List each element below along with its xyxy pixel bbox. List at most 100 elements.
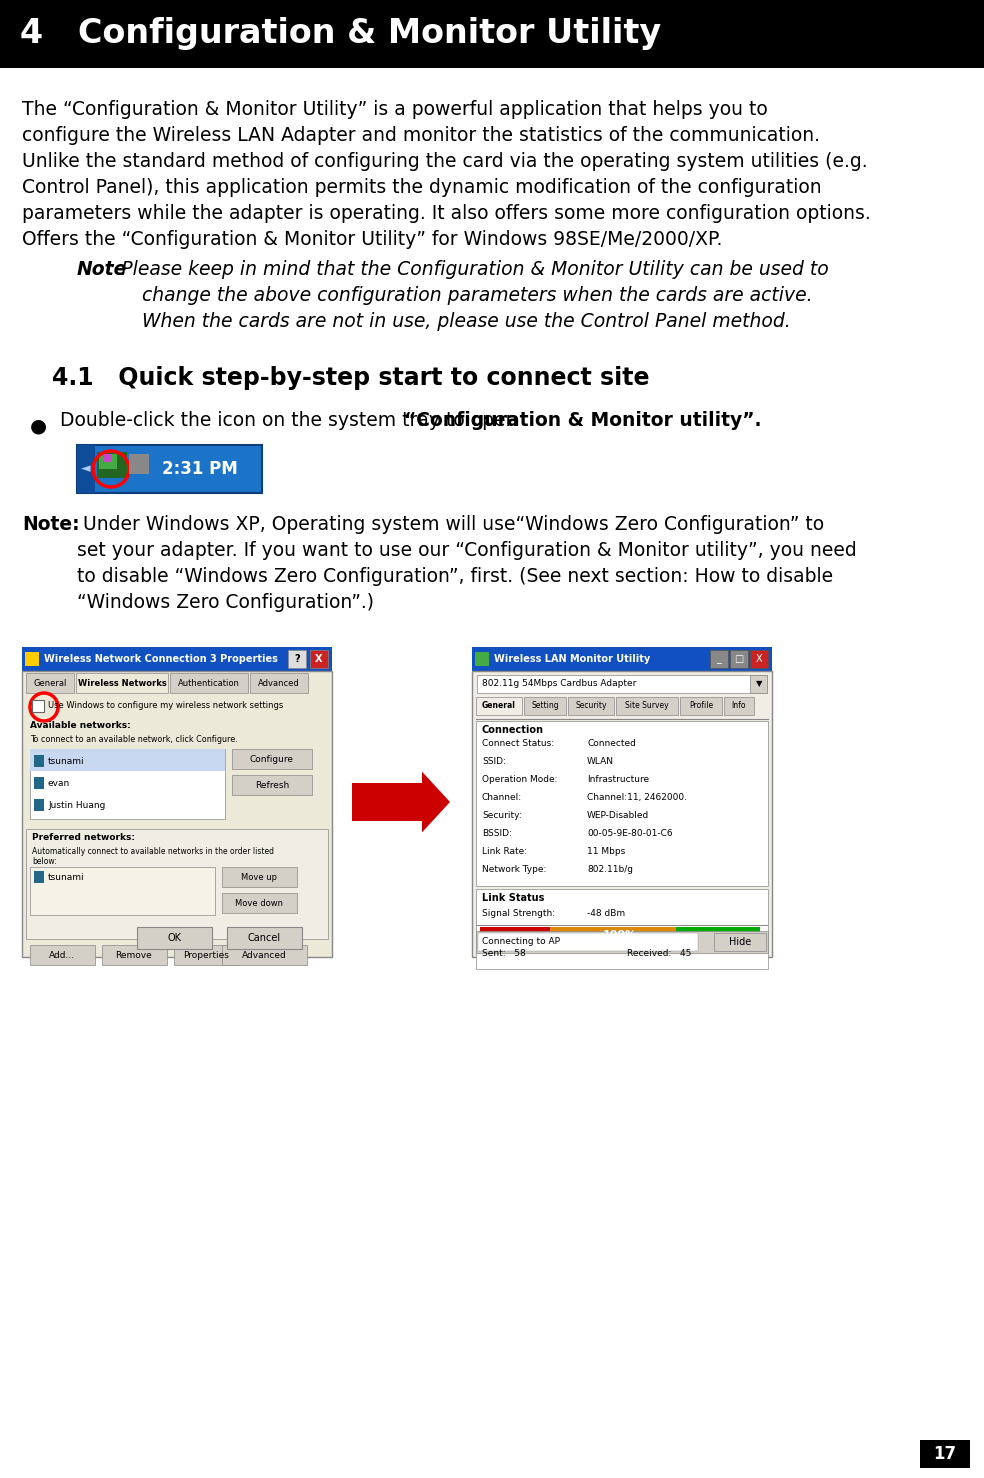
Text: Note:: Note: bbox=[22, 514, 80, 534]
FancyBboxPatch shape bbox=[480, 927, 550, 943]
Text: WEP-Disabled: WEP-Disabled bbox=[587, 811, 649, 820]
Text: Infrastructure: Infrastructure bbox=[587, 774, 649, 783]
FancyBboxPatch shape bbox=[676, 927, 760, 943]
FancyBboxPatch shape bbox=[232, 774, 312, 795]
FancyBboxPatch shape bbox=[34, 871, 44, 882]
FancyBboxPatch shape bbox=[32, 701, 44, 712]
Text: Connection: Connection bbox=[482, 726, 544, 735]
Text: Site Survey: Site Survey bbox=[625, 702, 669, 711]
FancyBboxPatch shape bbox=[30, 944, 95, 965]
Text: “Configuration & Monitor utility”.: “Configuration & Monitor utility”. bbox=[404, 411, 762, 430]
Text: Unlike the standard method of configuring the card via the operating system util: Unlike the standard method of configurin… bbox=[22, 152, 868, 171]
FancyBboxPatch shape bbox=[222, 944, 307, 965]
FancyBboxPatch shape bbox=[99, 454, 117, 469]
FancyBboxPatch shape bbox=[616, 698, 678, 715]
Text: Profile: Profile bbox=[689, 702, 713, 711]
FancyBboxPatch shape bbox=[750, 675, 767, 693]
Text: Connecting to AP: Connecting to AP bbox=[482, 937, 560, 946]
Text: Advanced: Advanced bbox=[242, 950, 286, 959]
FancyBboxPatch shape bbox=[76, 672, 168, 693]
Text: Move up: Move up bbox=[241, 872, 277, 881]
FancyBboxPatch shape bbox=[714, 933, 766, 950]
Text: Advanced: Advanced bbox=[258, 678, 300, 687]
Text: “Windows Zero Configuration”.): “Windows Zero Configuration”.) bbox=[77, 593, 374, 612]
Text: Hide: Hide bbox=[729, 937, 751, 947]
Text: ▼: ▼ bbox=[756, 680, 763, 689]
Text: 802.11g 54Mbps Cardbus Adapter: 802.11g 54Mbps Cardbus Adapter bbox=[482, 680, 637, 689]
Text: Preferred networks:: Preferred networks: bbox=[32, 834, 135, 842]
Text: 17: 17 bbox=[934, 1445, 956, 1463]
FancyBboxPatch shape bbox=[232, 749, 312, 769]
Text: -48 dBm: -48 dBm bbox=[587, 909, 625, 918]
Text: Properties: Properties bbox=[183, 950, 229, 959]
FancyBboxPatch shape bbox=[475, 652, 489, 667]
FancyBboxPatch shape bbox=[30, 749, 225, 819]
Text: X: X bbox=[756, 653, 763, 664]
FancyBboxPatch shape bbox=[222, 893, 297, 913]
Text: tsunami: tsunami bbox=[48, 757, 85, 766]
Text: set your adapter. If you want to use our “Configuration & Monitor utility”, you : set your adapter. If you want to use our… bbox=[77, 541, 857, 560]
Text: 00-05-9E-80-01-C6: 00-05-9E-80-01-C6 bbox=[587, 829, 673, 838]
Text: parameters while the adapter is operating. It also offers some more configuratio: parameters while the adapter is operatin… bbox=[22, 204, 871, 223]
FancyBboxPatch shape bbox=[34, 777, 44, 789]
Text: Connect Status:: Connect Status: bbox=[482, 739, 554, 748]
FancyBboxPatch shape bbox=[472, 647, 772, 671]
Text: Note: Note bbox=[77, 260, 127, 279]
Text: ●: ● bbox=[30, 415, 47, 435]
FancyBboxPatch shape bbox=[250, 672, 308, 693]
FancyBboxPatch shape bbox=[680, 698, 722, 715]
FancyBboxPatch shape bbox=[477, 675, 767, 693]
FancyBboxPatch shape bbox=[22, 647, 332, 671]
FancyBboxPatch shape bbox=[478, 933, 698, 950]
Polygon shape bbox=[422, 772, 450, 832]
FancyBboxPatch shape bbox=[22, 671, 332, 956]
Text: Wireless Network Connection 3 Properties: Wireless Network Connection 3 Properties bbox=[44, 653, 277, 664]
Text: ?: ? bbox=[294, 653, 300, 664]
FancyBboxPatch shape bbox=[30, 749, 225, 772]
FancyBboxPatch shape bbox=[730, 650, 748, 668]
Text: Cancel: Cancel bbox=[247, 933, 280, 943]
FancyBboxPatch shape bbox=[25, 652, 39, 667]
Text: Sent:   58: Sent: 58 bbox=[482, 949, 525, 958]
Text: When the cards are not in use, please use the Control Panel method.: When the cards are not in use, please us… bbox=[142, 312, 791, 331]
Text: BSSID:: BSSID: bbox=[482, 829, 512, 838]
FancyBboxPatch shape bbox=[170, 672, 248, 693]
FancyBboxPatch shape bbox=[476, 721, 768, 885]
FancyBboxPatch shape bbox=[524, 698, 566, 715]
Text: 802.11b/g: 802.11b/g bbox=[587, 865, 633, 873]
Text: Configure: Configure bbox=[250, 754, 294, 764]
Text: OK: OK bbox=[167, 933, 181, 943]
FancyBboxPatch shape bbox=[724, 698, 754, 715]
Text: Add...: Add... bbox=[49, 950, 75, 959]
FancyBboxPatch shape bbox=[102, 944, 167, 965]
Text: Available networks:: Available networks: bbox=[30, 721, 131, 730]
Text: Channel:: Channel: bbox=[482, 794, 523, 803]
Text: Security:: Security: bbox=[482, 811, 522, 820]
Text: Security: Security bbox=[576, 702, 607, 711]
FancyBboxPatch shape bbox=[174, 944, 239, 965]
Text: Justin Huang: Justin Huang bbox=[48, 801, 105, 810]
Text: □: □ bbox=[734, 653, 744, 664]
FancyBboxPatch shape bbox=[222, 868, 297, 887]
Text: change the above configuration parameters when the cards are active.: change the above configuration parameter… bbox=[142, 287, 813, 304]
Text: Received:   45: Received: 45 bbox=[627, 949, 692, 958]
Text: Channel:11, 2462000.: Channel:11, 2462000. bbox=[587, 794, 687, 803]
FancyBboxPatch shape bbox=[77, 445, 262, 494]
Text: 4   Configuration & Monitor Utility: 4 Configuration & Monitor Utility bbox=[20, 18, 661, 50]
FancyBboxPatch shape bbox=[750, 650, 768, 668]
FancyBboxPatch shape bbox=[288, 650, 306, 668]
FancyBboxPatch shape bbox=[26, 829, 328, 939]
FancyBboxPatch shape bbox=[103, 454, 111, 463]
Text: Remove: Remove bbox=[116, 950, 153, 959]
Text: Wireless LAN Monitor Utility: Wireless LAN Monitor Utility bbox=[494, 653, 650, 664]
Text: Refresh: Refresh bbox=[255, 780, 289, 789]
Text: The “Configuration & Monitor Utility” is a powerful application that helps you t: The “Configuration & Monitor Utility” is… bbox=[22, 101, 768, 120]
Text: WLAN: WLAN bbox=[587, 757, 614, 766]
Text: 100%: 100% bbox=[603, 930, 637, 940]
Text: below:: below: bbox=[32, 857, 57, 866]
FancyBboxPatch shape bbox=[77, 445, 95, 494]
Text: Move down: Move down bbox=[235, 899, 283, 907]
Text: SSID:: SSID: bbox=[482, 757, 506, 766]
FancyBboxPatch shape bbox=[30, 868, 215, 915]
Text: Operation Mode:: Operation Mode: bbox=[482, 774, 558, 783]
